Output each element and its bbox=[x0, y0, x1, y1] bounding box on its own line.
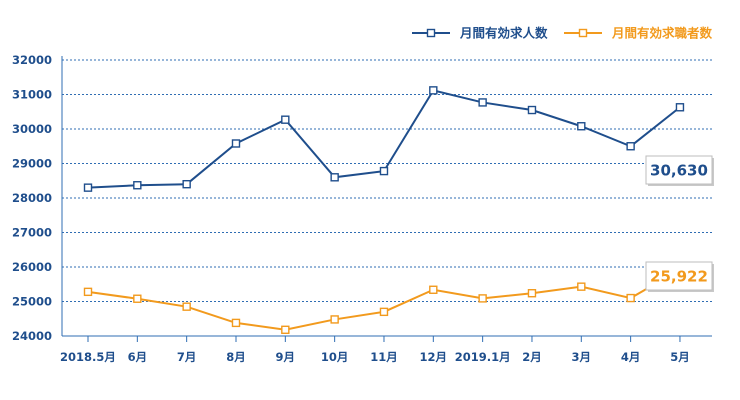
callout-box bbox=[645, 155, 713, 185]
y-axis-ticks: 32000 31000 30000 29000 28000 27000 26000 25000… bbox=[12, 53, 52, 343]
series-1-point bbox=[83, 287, 93, 297]
x-tick-label: 7月 bbox=[177, 350, 197, 364]
series-0-point bbox=[379, 166, 389, 176]
x-tick-label: 8月 bbox=[226, 350, 246, 364]
series-1-point bbox=[577, 282, 586, 291]
series-0-point bbox=[478, 98, 487, 107]
y-tick-label: 26000 bbox=[12, 260, 52, 274]
x-tick-label: 5月 bbox=[670, 350, 690, 364]
callout-value: 30,630 bbox=[650, 162, 708, 180]
series-0-point bbox=[281, 115, 290, 124]
x-tick-label: 3月 bbox=[572, 350, 592, 364]
x-tick-label: 4月 bbox=[621, 350, 641, 364]
series-0-point bbox=[330, 173, 339, 182]
grid-lines bbox=[62, 59, 712, 302]
x-tick-label: 9月 bbox=[276, 350, 296, 364]
x-tick-label: 2月 bbox=[522, 350, 542, 364]
series-0-point bbox=[231, 139, 241, 148]
series-layer bbox=[83, 86, 685, 334]
x-axis-ticks: 2018.5月 6月 7月 8月 9月 10月 11月 12月 2019.1月 2月 3月 4月 5月 bbox=[60, 336, 690, 364]
series-1-point bbox=[379, 307, 389, 317]
y-tick-label: 31000 bbox=[12, 88, 52, 102]
series-0-point bbox=[675, 103, 685, 112]
legend: 月間有効求人数 月間有効求職者数 bbox=[412, 26, 713, 41]
x-tick-label: 12月 bbox=[420, 350, 448, 364]
series-0-point bbox=[626, 142, 635, 151]
series-0-point bbox=[83, 183, 93, 192]
y-tick-label: 25000 bbox=[12, 295, 52, 309]
series-0-point bbox=[577, 122, 586, 131]
x-tick-label: 2019.1月 bbox=[455, 350, 511, 364]
series-0-point bbox=[429, 86, 438, 95]
series-1-point bbox=[626, 293, 635, 303]
y-tick-label: 24000 bbox=[12, 329, 52, 343]
legend-label: 月間有効求人数 bbox=[459, 26, 548, 41]
y-tick-label: 30000 bbox=[12, 122, 52, 136]
callout-value: 25,922 bbox=[650, 268, 708, 286]
series-line-1 bbox=[87, 268, 681, 331]
series-0-point bbox=[527, 105, 537, 115]
y-tick-label: 29000 bbox=[12, 157, 52, 171]
x-tick-label: 10月 bbox=[321, 350, 349, 364]
legend-label: 月間有効求職者数 bbox=[611, 26, 713, 41]
series-1-point bbox=[527, 289, 537, 298]
series-1-point bbox=[231, 318, 241, 328]
y-tick-label: 27000 bbox=[12, 226, 52, 240]
series-1-point bbox=[182, 302, 191, 311]
series-1-point bbox=[429, 285, 438, 294]
series-0-point bbox=[182, 179, 191, 189]
axes bbox=[61, 56, 712, 337]
series-1-point bbox=[281, 325, 290, 334]
y-tick-label: 32000 bbox=[12, 53, 52, 67]
series-1-point bbox=[478, 294, 487, 303]
x-tick-label: 2018.5月 bbox=[60, 350, 116, 364]
y-tick-label: 28000 bbox=[12, 191, 52, 205]
series-1-point bbox=[330, 315, 339, 324]
legend-swatch-marker bbox=[578, 28, 588, 38]
callout-box bbox=[645, 261, 713, 291]
series-1-point bbox=[133, 294, 142, 303]
x-tick-label: 6月 bbox=[128, 350, 148, 364]
series-0-point bbox=[133, 181, 142, 190]
callouts: 30,630 25,922 bbox=[645, 155, 714, 292]
x-tick-label: 11月 bbox=[370, 350, 398, 364]
legend-swatch-marker bbox=[426, 28, 436, 38]
